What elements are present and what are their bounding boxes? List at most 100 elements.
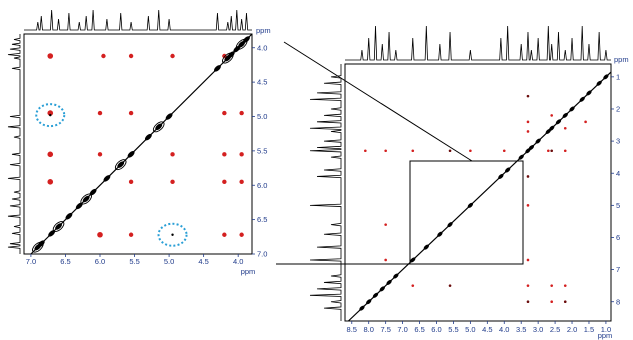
inset-x-unit-label: ppm	[241, 267, 256, 276]
full-cross-peak	[547, 149, 550, 153]
inset-cross-peak	[128, 179, 134, 185]
full-cross-peak	[563, 300, 567, 304]
full-y-tick-label: 3	[616, 137, 620, 146]
full-cross-peak	[526, 94, 530, 98]
full-x-tick-label: 6.0	[431, 325, 441, 334]
inset-cross-peak	[47, 151, 54, 158]
full-cross-peak	[384, 223, 387, 226]
inset-y-tick-label: 6.0	[257, 181, 267, 190]
full-cross-peak	[469, 149, 472, 153]
full-y-tick-label: 5	[616, 201, 620, 210]
full-diagonal-peak	[359, 305, 365, 311]
inset-plot-frame	[23, 33, 253, 255]
full-y-tick-label: 4	[616, 169, 620, 178]
full-diagonal-peak	[379, 286, 385, 292]
inset-diagonal-peak	[75, 202, 83, 210]
full-spectrum-panel: 8.5 8.0 7.5 7.0 6.5 6.0 5.5 5.0 4.5 4.0 3.5 3.0 2.5 2…	[309, 25, 629, 340]
full-diagonal-peak	[525, 148, 531, 154]
full-left-projection	[309, 64, 342, 321]
full-x-tick-label: 1.0	[601, 325, 611, 334]
full-x-tick-label: 5.5	[448, 325, 458, 334]
full-diagonal-peak	[447, 222, 453, 228]
full-x-tick-label: 4.0	[499, 325, 509, 334]
full-cross-peak	[502, 149, 506, 153]
full-diagonal-peak	[504, 167, 511, 173]
full-y-tick-label: 6	[616, 233, 620, 242]
inset-y-tick-label: 4.5	[257, 78, 267, 87]
full-cross-peaks	[364, 94, 587, 304]
full-diagonal-peak	[423, 244, 429, 250]
inset-diagonal-peak	[89, 188, 97, 196]
full-x-tick-label: 7.0	[397, 325, 407, 334]
inset-cross-peak	[101, 53, 106, 59]
inset-cross-peak	[128, 53, 134, 59]
full-cross-peak	[384, 149, 387, 153]
inset-y-axis: 4.0 4.5 5.0 5.5 6.0 6.5 7.0	[252, 43, 267, 259]
full-diagonal-peak	[410, 257, 416, 263]
full-cross-peak	[563, 126, 567, 130]
inset-x-tick-label: 6.0	[95, 257, 105, 266]
full-cross-peak	[526, 300, 530, 304]
inset-cross-peak	[170, 53, 175, 59]
zoom-region-box	[409, 160, 524, 265]
full-diagonal-peak	[437, 231, 443, 237]
full-x-tick-label: 2.0	[567, 325, 577, 334]
full-cross-peak	[526, 204, 530, 207]
inset-cross-peak	[222, 110, 227, 116]
inset-cross-peak	[239, 152, 244, 157]
inset-cross-peak	[128, 232, 134, 237]
full-plot-frame	[344, 63, 612, 322]
inset-cross-peak	[222, 179, 227, 185]
inset-x-tick-label: 7.0	[26, 257, 36, 266]
full-diagonal-peak	[518, 154, 524, 160]
inset-cross-peak	[222, 53, 227, 59]
full-y-tick-label: 2	[616, 105, 620, 114]
inset-cross-peak	[239, 179, 244, 185]
full-diagonal-peak	[603, 74, 609, 80]
inset-diagonal	[30, 33, 253, 255]
full-diagonal-peak	[535, 138, 541, 144]
full-cross-peak	[384, 258, 387, 262]
inset-diagonal-peak	[233, 45, 241, 53]
inset-cross-peak	[128, 110, 134, 116]
inset-y-tick-label: 5.5	[257, 146, 267, 155]
inset-diagonal-peak	[65, 212, 73, 220]
full-diagonal	[347, 71, 612, 322]
inset-y-tick-label: 5.0	[257, 112, 267, 121]
inset-cross-peak	[222, 152, 227, 157]
inset-cross-peak	[97, 231, 103, 238]
inset-cross-peak	[222, 232, 227, 237]
full-diagonal-peak	[569, 106, 575, 112]
inset-x-tick-label: 6.5	[60, 257, 70, 266]
full-cross-peak	[550, 149, 554, 153]
full-cross-peak	[550, 114, 554, 117]
full-x-tick-label: 1.5	[584, 325, 594, 334]
inset-diagonal-peak	[114, 159, 127, 171]
full-cross-peak	[563, 149, 567, 153]
full-cross-peak	[550, 284, 554, 287]
inset-x-tick-label: 5.5	[129, 257, 139, 266]
inset-diagonal-peak	[152, 121, 165, 133]
full-y-tick-label: 1	[616, 72, 620, 81]
full-cross-peak	[550, 300, 554, 304]
highlighted-peak	[157, 222, 188, 247]
inset-x-tick-label: 4.0	[233, 257, 243, 266]
full-cross-peak	[526, 120, 530, 124]
inset-diagonal-peak	[222, 52, 234, 64]
inset-diagonal-peak	[214, 65, 221, 72]
inset-diagonal-peak	[32, 241, 44, 253]
inset-x-tick-label: 4.5	[198, 257, 208, 266]
inset-diagonal-peak	[127, 151, 135, 158]
highlighted-peak	[35, 103, 66, 128]
inset-cross-peak	[47, 179, 54, 185]
full-diagonal-peak	[366, 299, 372, 305]
full-y-axis: 1 2 3 4 5 6 7 8	[611, 72, 620, 306]
full-x-axis: 8.5 8.0 7.5 7.0 6.5 6.0 5.5 5.0 4.5 4.0 3.5 3.0 2.5 2…	[347, 321, 611, 334]
full-x-tick-label: 8.0	[364, 325, 374, 334]
zoom-connectors	[276, 41, 473, 265]
inset-x-axis: 7.0 6.5 6.0 5.5 5.0 4.5 4.0	[26, 254, 243, 266]
inset-cross-peak	[239, 110, 244, 116]
full-cross-peak	[584, 120, 587, 124]
inset-cross-peak	[239, 232, 244, 237]
inset-diagonal-peak	[144, 133, 152, 141]
